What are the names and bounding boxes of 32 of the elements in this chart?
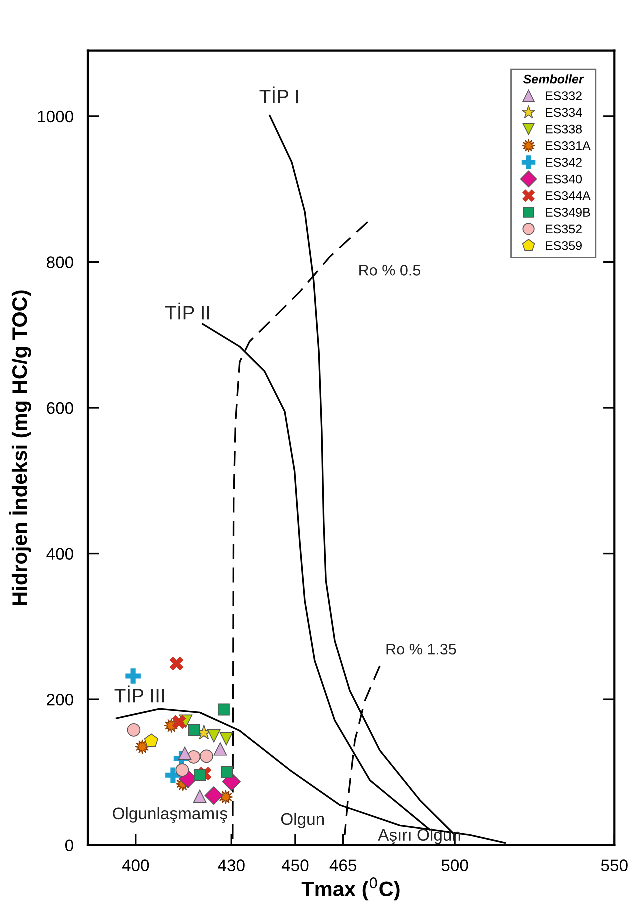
legend-label: ES342 (546, 158, 582, 168)
y-tick-label: 800 (47, 256, 74, 268)
annotation: TİP II (165, 302, 210, 320)
x-tick-label: 465 (330, 860, 357, 872)
x-tick-label: 550 (601, 860, 628, 872)
y-tick-label: 1000 (38, 110, 74, 123)
annotation: TİP III (114, 686, 164, 703)
y-tick-label: 600 (47, 402, 74, 414)
legend-label: ES340 (546, 174, 582, 184)
legend-title: Semboller (524, 74, 584, 84)
legend-label: ES332 (546, 92, 582, 100)
y-axis-title: Hidrojen İndeksi (mg HC/g TOC) (9, 290, 32, 606)
annotation: Olgun (281, 812, 324, 828)
annotation: TİP I (260, 86, 298, 104)
legend-label: ES331A (546, 142, 591, 150)
y-tick-label: 400 (46, 548, 74, 560)
legend-label: ES344A (546, 191, 591, 200)
x-tick-label: 400 (122, 860, 150, 872)
legend-label: ES338 (546, 124, 582, 134)
y-tick-label: 0 (65, 840, 74, 852)
y-tick-label: 200 (47, 694, 74, 706)
legend-label: ES349B (546, 208, 590, 217)
annotation: Ro % 1.35 (386, 644, 456, 655)
legend-label: ES352 (546, 224, 582, 234)
x-tick-label: 500 (442, 860, 468, 872)
x-tick-label: 430 (218, 860, 245, 872)
legend-label: ES359 (546, 241, 582, 250)
x-axis-title: Tmax ($^{0}$C) (302, 878, 400, 901)
x-tick-label: 450 (282, 860, 309, 872)
annotation: Olgunlaşmamış (113, 807, 228, 823)
annotation: Ro % 0.5 (360, 265, 421, 276)
legend-label: ES334 (546, 108, 582, 118)
